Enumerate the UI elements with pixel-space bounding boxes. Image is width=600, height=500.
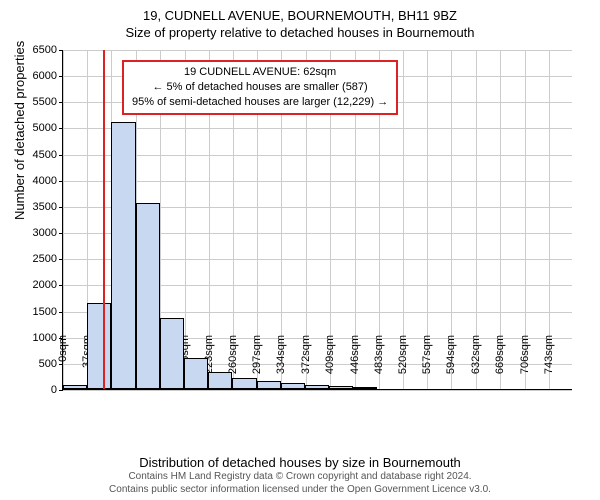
histogram-bar: [136, 203, 160, 389]
histogram-bar: [160, 318, 184, 389]
histogram-bar: [281, 383, 305, 389]
page-title: 19, CUDNELL AVENUE, BOURNEMOUTH, BH11 9B…: [0, 0, 600, 25]
xtick-label: 520sqm: [397, 335, 409, 395]
histogram-bar: [111, 122, 135, 389]
xtick-label: 594sqm: [445, 335, 457, 395]
gridline-h: [63, 50, 572, 51]
y-axis-label: Number of detached properties: [12, 41, 27, 220]
footer-line1: Contains HM Land Registry data © Crown c…: [0, 471, 600, 484]
histogram-bar: [329, 386, 353, 389]
marker-line: [103, 50, 105, 389]
ytick-label: 6000: [33, 70, 63, 82]
histogram-bar: [63, 385, 87, 389]
footer: Contains HM Land Registry data © Crown c…: [0, 471, 600, 496]
ytick-label: 4500: [33, 149, 63, 161]
chart-area: 0500100015002000250030003500400045005000…: [62, 50, 572, 390]
histogram-bar: [232, 378, 256, 390]
xtick-label: 483sqm: [373, 335, 385, 395]
histogram-bar: [305, 385, 329, 389]
histogram-bar: [184, 358, 208, 389]
ytick-label: 3000: [33, 227, 63, 239]
ytick-label: 5000: [33, 122, 63, 134]
callout-box: 19 CUDNELL AVENUE: 62sqm ← 5% of detache…: [122, 60, 398, 115]
histogram-bar: [353, 387, 377, 389]
ytick-label: 5500: [33, 96, 63, 108]
gridline-h: [63, 155, 572, 156]
callout-line3: 95% of semi-detached houses are larger (…: [132, 95, 388, 110]
xtick-label: 557sqm: [421, 335, 433, 395]
ytick-label: 6500: [33, 44, 63, 56]
gridline-h: [63, 181, 572, 182]
xtick-label: 669sqm: [494, 335, 506, 395]
gridline-h: [63, 128, 572, 129]
ytick-label: 1500: [33, 306, 63, 318]
xtick-label: 706sqm: [519, 335, 531, 395]
footer-line2: Contains public sector information licen…: [0, 484, 600, 497]
xtick-label: 743sqm: [543, 335, 555, 395]
x-axis-label: Distribution of detached houses by size …: [0, 455, 600, 470]
ytick-label: 2000: [33, 279, 63, 291]
ytick-label: 3500: [33, 201, 63, 213]
histogram-bar: [208, 372, 232, 389]
ytick-label: 2500: [33, 253, 63, 265]
xtick-label: 632sqm: [470, 335, 482, 395]
histogram-bar: [87, 303, 111, 389]
histogram-bar: [257, 381, 281, 389]
callout-line2: ← 5% of detached houses are smaller (587…: [132, 80, 388, 95]
callout-line1: 19 CUDNELL AVENUE: 62sqm: [132, 65, 388, 80]
page-subtitle: Size of property relative to detached ho…: [0, 25, 600, 42]
ytick-label: 4000: [33, 175, 63, 187]
chart-container: 19, CUDNELL AVENUE, BOURNEMOUTH, BH11 9B…: [0, 0, 600, 500]
